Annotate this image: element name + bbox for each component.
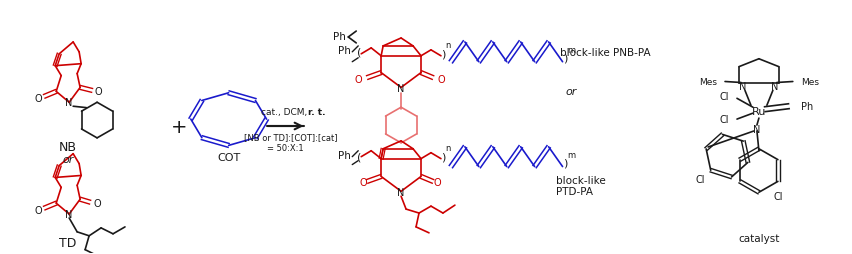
Text: O: O — [93, 198, 101, 208]
Text: (: ( — [357, 48, 361, 58]
Text: Cl: Cl — [773, 192, 782, 201]
Text: O: O — [437, 74, 445, 84]
Text: m: m — [567, 46, 575, 55]
Text: Cl: Cl — [694, 175, 705, 185]
Text: O: O — [359, 178, 366, 188]
Text: m: m — [567, 151, 575, 160]
Text: +: + — [170, 117, 187, 136]
Text: Cl: Cl — [719, 92, 728, 102]
Text: or: or — [565, 87, 577, 97]
Text: [NB or TD]:[COT]:[cat]: [NB or TD]:[COT]:[cat] — [244, 133, 337, 142]
Text: N: N — [66, 98, 72, 108]
Text: Mes: Mes — [800, 78, 818, 87]
Text: Ph: Ph — [338, 150, 351, 160]
Text: COT: COT — [216, 152, 240, 162]
Text: N: N — [397, 84, 405, 94]
Text: Ph: Ph — [333, 32, 346, 42]
Text: Ph: Ph — [338, 46, 351, 56]
Text: Mes: Mes — [699, 78, 717, 87]
Text: n: n — [445, 144, 450, 153]
Text: O: O — [354, 74, 362, 84]
Text: PTD-PA: PTD-PA — [555, 186, 592, 197]
Text: ): ) — [440, 50, 445, 60]
Text: O: O — [433, 178, 440, 188]
Text: ): ) — [562, 158, 567, 168]
Text: ): ) — [440, 152, 445, 162]
Text: N: N — [739, 82, 746, 92]
Text: TD: TD — [60, 236, 77, 249]
Text: catalyst: catalyst — [737, 233, 779, 243]
Text: O: O — [95, 87, 101, 97]
Text: (: ( — [357, 152, 361, 162]
Text: or: or — [62, 154, 74, 164]
Text: cat., DCM,: cat., DCM, — [261, 107, 309, 116]
Text: N: N — [397, 187, 405, 198]
Text: N: N — [66, 209, 72, 219]
Text: = 50:X:1: = 50:X:1 — [267, 144, 303, 153]
Text: O: O — [34, 94, 42, 104]
Text: NB: NB — [59, 141, 77, 154]
Text: block-like PNB-PA: block-like PNB-PA — [559, 48, 649, 58]
Text: Ru: Ru — [751, 107, 765, 117]
Text: ): ) — [562, 54, 567, 64]
Text: block-like: block-like — [555, 176, 605, 186]
Text: Cl: Cl — [719, 115, 728, 125]
Text: O: O — [34, 205, 42, 215]
Text: r. t.: r. t. — [308, 107, 325, 116]
Text: n: n — [445, 41, 450, 50]
Text: Ph: Ph — [800, 102, 812, 112]
Text: N: N — [752, 124, 760, 134]
Text: N: N — [770, 82, 778, 92]
